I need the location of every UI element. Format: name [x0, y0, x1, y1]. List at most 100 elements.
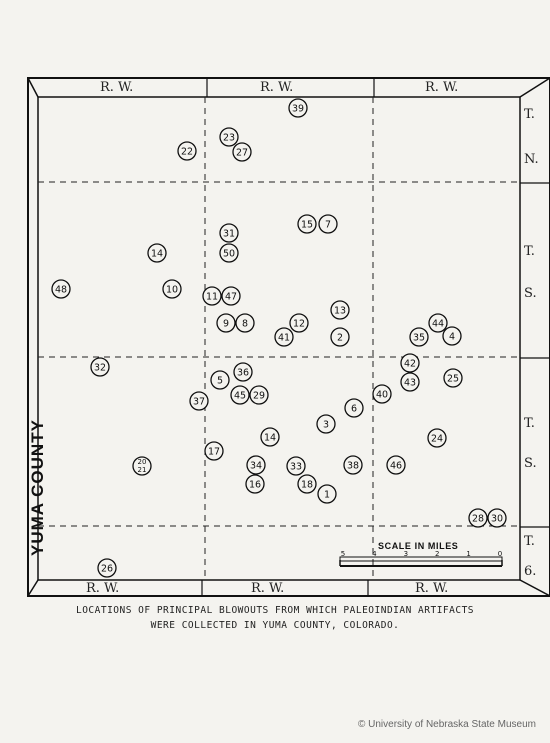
site-circle	[443, 368, 463, 388]
site-circle	[230, 385, 250, 405]
site-circle	[233, 362, 253, 382]
site-label: 21	[138, 466, 147, 474]
site-label: 8	[242, 319, 248, 330]
caption-line-2: WERE COLLECTED IN YUMA COUNTY, COLORADO.	[150, 620, 400, 631]
site-label: 13	[334, 306, 346, 317]
site-label: 25	[447, 374, 459, 385]
header-label-west: R. W.	[100, 80, 134, 95]
right-label-n: N.	[524, 152, 539, 167]
county-label: YUMA COUNTY	[28, 419, 47, 556]
site-circle	[189, 391, 209, 411]
site-marker: 32	[90, 357, 110, 377]
site-marker: 28	[468, 508, 488, 528]
site-label: 38	[347, 461, 359, 472]
site-label: 35	[413, 333, 425, 344]
site-circle	[442, 326, 462, 346]
frame-corner	[519, 77, 550, 98]
scale-tick-label: 2	[435, 550, 439, 558]
site-label: 20	[138, 458, 147, 466]
header-label-east: R. W.	[425, 80, 459, 95]
site-marker: 22	[177, 141, 197, 161]
site-circle	[219, 127, 239, 147]
site-marker: 34	[246, 455, 266, 475]
footer-label-west: R. W.	[86, 581, 120, 596]
site-circle	[372, 384, 392, 404]
scale-title: SCALE IN MILES	[378, 541, 459, 551]
site-circle	[487, 508, 507, 528]
site-marker: 29	[249, 385, 269, 405]
site-circle	[245, 474, 265, 494]
site-marker: 3	[316, 414, 336, 434]
site-circle	[400, 353, 420, 373]
scale-tick-label: 1	[466, 550, 470, 558]
right-label-s1: S.	[524, 286, 537, 301]
scale-bar	[339, 556, 503, 567]
site-label: 37	[193, 397, 205, 408]
site-circle	[216, 313, 236, 333]
right-label-t1: T.	[524, 107, 535, 122]
site-label: 12	[293, 319, 305, 330]
site-label: 10	[166, 285, 178, 296]
site-label: 36	[237, 368, 249, 379]
site-marker: 11	[202, 286, 222, 306]
site-label: 33	[290, 462, 302, 473]
site-marker: 35	[409, 327, 429, 347]
site-circle	[289, 313, 309, 333]
site-marker: 33	[286, 456, 306, 476]
site-circle	[210, 370, 230, 390]
site-circle	[90, 357, 110, 377]
site-label: 48	[55, 285, 67, 296]
right-label-t3: T.	[524, 416, 535, 431]
site-label: 26	[101, 564, 113, 575]
site-circle	[344, 398, 364, 418]
footer-label-center: R. W.	[251, 581, 285, 596]
site-label: 11	[206, 292, 218, 303]
site-label: 50	[223, 249, 235, 260]
site-marker: 15	[297, 214, 317, 234]
site-label: 43	[404, 378, 416, 389]
site-label: 15	[301, 220, 313, 231]
site-marker: 2	[330, 327, 350, 347]
site-label: 3	[323, 420, 329, 431]
site-circle	[202, 286, 222, 306]
site-marker: 23	[219, 127, 239, 147]
site-marker: 45	[230, 385, 250, 405]
site-label: 34	[250, 461, 262, 472]
site-label: 42	[404, 359, 416, 370]
site-circle	[249, 385, 269, 405]
site-label: 5	[217, 376, 223, 387]
site-marker: 47	[221, 286, 241, 306]
site-label: 30	[491, 514, 503, 525]
footer-label-east: R. W.	[415, 581, 449, 596]
site-marker: 7	[318, 214, 338, 234]
site-circle	[297, 214, 317, 234]
site-marker: 38	[343, 455, 363, 475]
site-circle	[246, 455, 266, 475]
site-marker: 14	[260, 427, 280, 447]
site-label: 47	[225, 292, 237, 303]
scale-tick-label: 5	[341, 550, 345, 558]
site-marker: 50	[219, 243, 239, 263]
site-circle	[162, 279, 182, 299]
site-circle	[330, 327, 350, 347]
site-label: 14	[151, 249, 163, 260]
site-marker: 13	[330, 300, 350, 320]
site-marker: 36	[233, 362, 253, 382]
site-label: 39	[292, 104, 304, 115]
site-circle	[219, 223, 239, 243]
right-label-six: 6.	[524, 564, 537, 579]
site-label: 24	[431, 434, 443, 445]
site-label: 40	[376, 390, 388, 401]
scale-tick-label: 4	[372, 550, 377, 558]
site-circle	[221, 286, 241, 306]
site-circle	[177, 141, 197, 161]
site-marker: 8	[235, 313, 255, 333]
site-marker: 31	[219, 223, 239, 243]
site-marker: 18	[297, 474, 317, 494]
site-circle	[386, 455, 406, 475]
site-label: 7	[325, 220, 331, 231]
site-label: 31	[223, 229, 235, 240]
site-circle	[330, 300, 350, 320]
site-label: 23	[223, 133, 235, 144]
site-circle	[132, 456, 152, 476]
